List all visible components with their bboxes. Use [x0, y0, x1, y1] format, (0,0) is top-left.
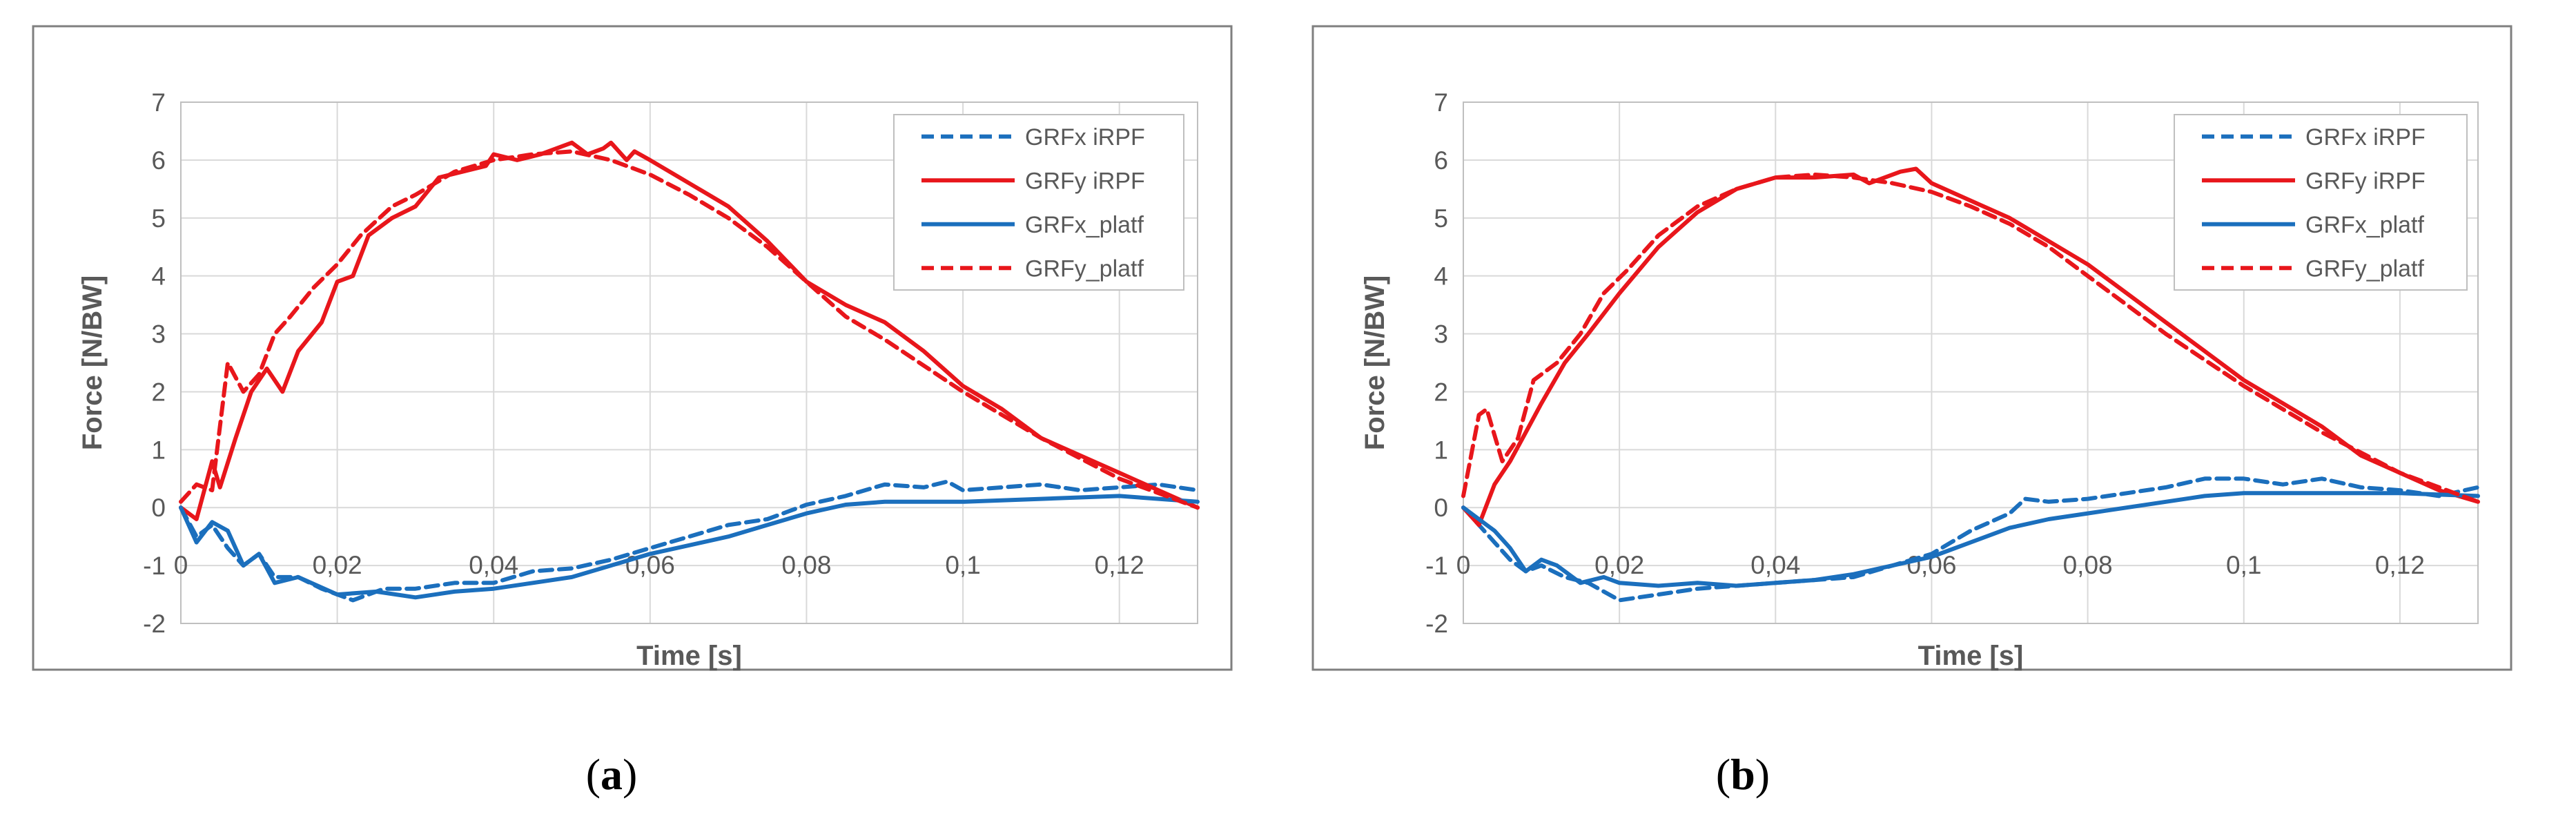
- series-line-grfy-platf: [1461, 172, 2480, 504]
- y-tick-label: 2: [151, 378, 166, 406]
- y-tick-label: 4: [1434, 262, 1448, 291]
- panel-caption-a-letter: a: [601, 750, 623, 799]
- x-tick-label: 0: [174, 551, 188, 579]
- x-tick-label: 0,08: [2063, 551, 2113, 579]
- legend-box: [2174, 114, 2468, 291]
- y-tick-label: 0: [151, 494, 166, 522]
- y-tick-label: -1: [1425, 552, 1448, 580]
- legend-label: GRFy iRPF: [1025, 168, 1145, 194]
- y-axis-title: Force [N/BW]: [77, 275, 108, 450]
- y-tick-label: 6: [1434, 146, 1448, 175]
- legend-label: GRFy_platf: [1025, 255, 1144, 282]
- x-tick-label: 0,04: [469, 551, 518, 579]
- y-tick-label: 5: [151, 204, 166, 233]
- x-tick-label: 0: [1456, 551, 1471, 579]
- y-tick-label: 2: [1434, 378, 1448, 406]
- y-tick-label: 3: [151, 320, 166, 349]
- y-tick-label: 5: [1434, 204, 1448, 233]
- series-line-grfy-platf: [179, 149, 1200, 510]
- y-tick-label: 3: [1434, 320, 1448, 349]
- panel-caption-a: (a): [585, 750, 638, 799]
- legend-label: GRFx_platf: [1025, 212, 1144, 238]
- series-line-grfy-irpf: [179, 140, 1200, 521]
- legend-label: GRFx iRPF: [2305, 124, 2426, 151]
- x-tick-label: 0,1: [2226, 551, 2261, 579]
- y-tick-label: 1: [1434, 436, 1448, 464]
- x-tick-label: 0,12: [2375, 551, 2425, 579]
- panel-caption-b: (b): [1715, 750, 1770, 799]
- x-tick-label: 0,02: [1594, 551, 1644, 579]
- legend-box: [893, 114, 1184, 291]
- y-axis-title: Force [N/BW]: [1360, 275, 1390, 450]
- y-tick-label: -1: [143, 552, 166, 580]
- y-tick-label: -2: [143, 610, 166, 638]
- y-tick-label: 4: [151, 262, 166, 291]
- x-tick-label: 0,12: [1095, 551, 1144, 579]
- legend-label: GRFx_platf: [2305, 212, 2424, 238]
- legend-label: GRFy iRPF: [2305, 168, 2426, 194]
- series-line-grfy-irpf: [1461, 166, 2480, 527]
- y-tick-label: 7: [1434, 88, 1448, 117]
- y-tick-label: 7: [151, 88, 166, 117]
- y-tick-label: -2: [1425, 610, 1448, 638]
- x-tick-label: 0,08: [781, 551, 831, 579]
- series-line-grfx-irpf: [179, 479, 1200, 603]
- panel-caption-b-letter: b: [1730, 750, 1755, 799]
- x-axis-title: Time [s]: [1918, 641, 2024, 671]
- plot-area: [1463, 101, 2479, 624]
- legend-label: GRFy_platf: [2305, 255, 2424, 282]
- plot-area: [180, 101, 1198, 624]
- x-tick-label: 0,02: [313, 551, 362, 579]
- y-tick-label: 6: [151, 146, 166, 175]
- series-line-grfx-platf: [1461, 491, 2480, 588]
- x-axis-title: Time [s]: [636, 641, 742, 671]
- series-line-grfx-platf: [179, 494, 1200, 600]
- y-tick-label: 1: [151, 436, 166, 464]
- x-tick-label: 0,1: [945, 551, 980, 579]
- legend-label: GRFx iRPF: [1025, 124, 1145, 151]
- y-tick-label: 0: [1434, 494, 1448, 522]
- x-tick-label: 0,04: [1750, 551, 1800, 579]
